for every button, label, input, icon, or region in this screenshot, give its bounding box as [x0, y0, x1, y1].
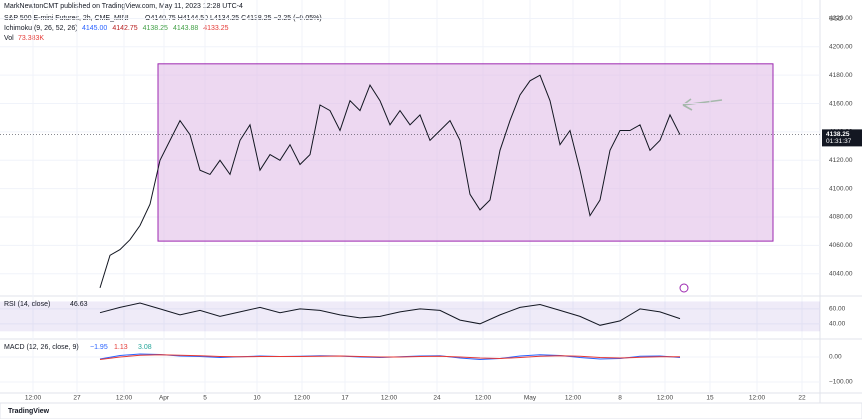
ichimoku-value: 4142.75 — [112, 25, 137, 32]
x-tick-label: 27 — [73, 395, 81, 402]
x-tick-label: 12:00 — [475, 395, 492, 402]
x-tick-label: 12:00 — [116, 395, 133, 402]
countdown-label: 01:31:37 — [826, 138, 852, 145]
ichimoku-value: 4145.00 — [82, 25, 107, 32]
y-tick-label: 4040.00 — [829, 270, 853, 277]
x-tick-label: 12:00 — [294, 395, 311, 402]
y-tick-label: 4080.00 — [829, 214, 853, 221]
currency: USD — [829, 16, 843, 23]
range-box — [157, 63, 774, 242]
series-line — [99, 74, 681, 289]
y-tick-label: 4160.00 — [829, 100, 853, 107]
x-tick-label: 12:00 — [749, 395, 766, 402]
y-tick-label: 4200.00 — [829, 44, 853, 51]
x-tick-label: 22 — [798, 395, 806, 402]
series-line — [99, 354, 680, 360]
pane-title: RSI (14, close) — [4, 301, 50, 308]
x-tick-label: 12:00 — [565, 395, 582, 402]
pane-value: 1.13 — [114, 344, 128, 351]
vol-value: 73.383K — [18, 35, 44, 42]
x-tick-label: 12:00 — [657, 395, 674, 402]
x-tick-label: May — [524, 395, 537, 402]
y-tick-label: 4060.00 — [829, 242, 853, 249]
ichimoku-label: Ichimoku (9, 26, 52, 26) — [4, 25, 78, 32]
y-tick-label: −100.00 — [829, 379, 853, 386]
x-tick-label: 17 — [341, 395, 349, 402]
y-tick-label: 4180.00 — [829, 72, 853, 79]
y-tick-label: 0.00 — [829, 354, 842, 361]
vol-label: Vol — [4, 35, 14, 42]
last-price-label: 4138.25 — [826, 131, 850, 138]
x-tick-label: 24 — [433, 395, 441, 402]
ichimoku-value: 4133.25 — [203, 25, 228, 32]
y-tick-label: 4120.00 — [829, 157, 853, 164]
pane-value: 3.08 — [138, 344, 152, 351]
pane-title: MACD (12, 26, close, 9) — [4, 344, 79, 351]
rsi-band — [0, 301, 820, 332]
last-price-box — [822, 129, 862, 147]
footer-bar — [0, 402, 862, 419]
x-tick-label: 10 — [253, 395, 261, 402]
x-tick-label: 15 — [706, 395, 714, 402]
x-tick-label: 12:00 — [25, 395, 42, 402]
ichimoku-value: 4138.25 — [143, 25, 168, 32]
pane-value: 46.63 — [70, 301, 88, 308]
y-tick-label: 40.00 — [829, 321, 846, 328]
x-tick-label: 8 — [618, 395, 622, 402]
y-tick-label: 60.00 — [829, 306, 846, 313]
pane-value: −1.95 — [90, 344, 108, 351]
y-tick-label: 4100.00 — [829, 185, 853, 192]
y-tick-label: 4220.00 — [829, 15, 853, 22]
ichimoku-value: 4143.88 — [173, 25, 198, 32]
series-line — [99, 302, 681, 326]
footer-logo[interactable]: TradingView — [8, 408, 50, 415]
x-tick-label: 5 — [203, 395, 207, 402]
event-icon[interactable] — [679, 283, 689, 293]
x-tick-label: Apr — [159, 395, 170, 402]
x-tick-label: 12:00 — [381, 395, 398, 402]
